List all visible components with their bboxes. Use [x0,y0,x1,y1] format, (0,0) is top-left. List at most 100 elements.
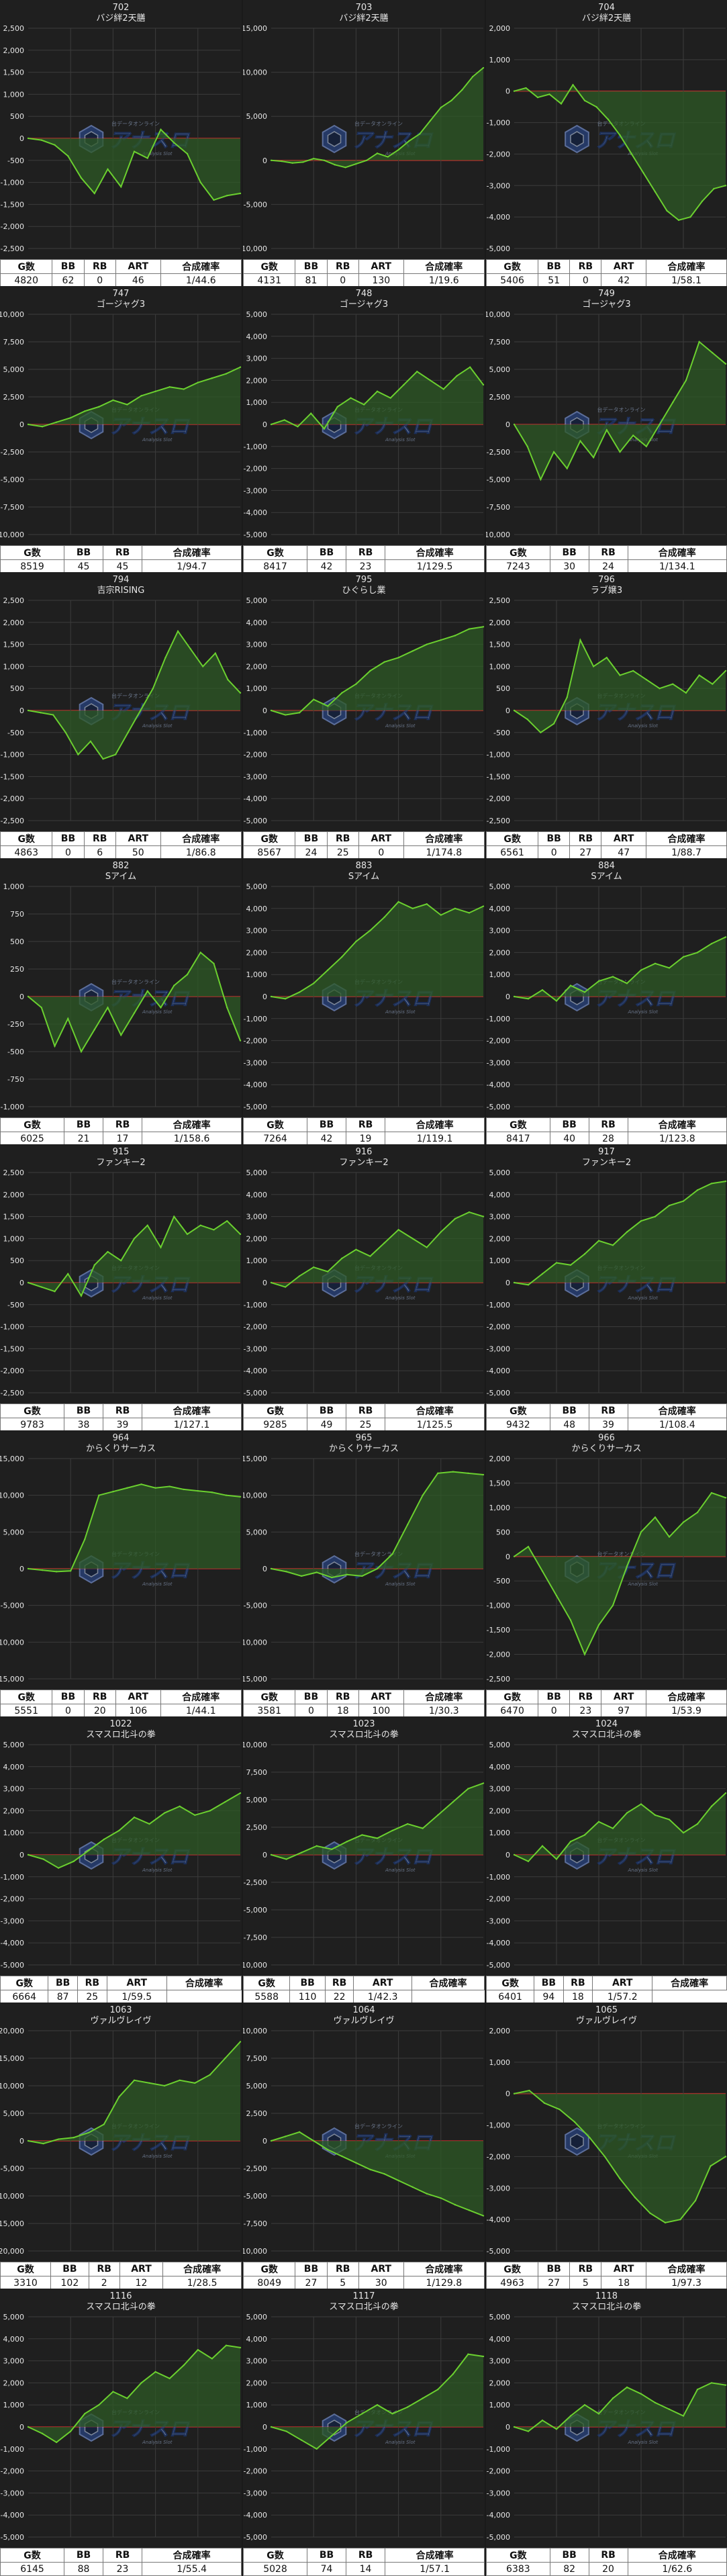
data-point [173,142,175,144]
machine-chart-917[interactable]: 917 ファンキー2 5,000 4,000 3,000 2,000 1,000 0 -1,00… [486,1144,727,1432]
data-point [603,2156,606,2158]
data-point [270,159,273,161]
machine-name: ヴァルヴレイヴ [333,2015,394,2026]
machine-chart-1118[interactable]: 1118 スマスロ北斗の拳 5,000 4,000 3,000 2,000 1,000 0 -1… [486,2289,727,2576]
data-point [239,366,242,368]
data-point [634,2197,636,2199]
data-point [513,1281,516,1284]
y-tick-label: -5,000 [487,475,510,484]
y-tick-label: 0 [262,1565,267,1573]
stats-value: 1/42.3 [353,1990,413,2004]
data-point [406,1524,409,1526]
data-point [710,1491,713,1494]
data-point [454,907,456,909]
data-point [659,688,661,690]
data-point [612,976,614,978]
data-point [163,2084,166,2087]
data-point [724,936,727,938]
machine-chart-794[interactable]: 794 吉宗RISING 2,500 2,000 1,500 1,000 500 0 -500-… [0,572,242,860]
machine-chart-883[interactable]: 883 Sアイム 5,000 4,000 3,000 2,000 1,000 0 -1,000 -… [242,858,485,1146]
y-tick-label: 4,000 [246,1191,268,1199]
data-point [724,363,727,365]
machine-chart-702[interactable]: 702 バジ絆2天膳 2,500 2,000 1,500 1,000 500 0 -500 -1,… [0,0,242,287]
y-tick-label: 500 [496,1528,510,1536]
data-point [597,1821,600,1823]
stats-header: G数 [242,1976,291,1990]
svg-text:Analysis Slot: Analysis Slot [385,1868,416,1873]
data-point [173,1215,175,1217]
stats-header: G数 [486,1117,550,1132]
y-tick-label: 1,000 [489,1256,511,1265]
y-tick-label: 2,000 [489,618,511,627]
stats-value: 12 [119,2276,164,2290]
machine-chart-1023[interactable]: 1023 スマスロ北斗の拳 10,000 7,500 5,000 2,500 0 -2,500… [242,1716,485,2004]
stats-table: G数 BB RB ART 合成確率 5551 0 20 106 1/44.1 [0,1690,242,1718]
stats-header: ART [353,1976,413,1990]
stats-table: G数 BB RB 合成確率 9432 48 39 1/108.4 [486,1404,727,1432]
stats-header: G数 [242,1404,308,1418]
svg-text:Analysis Slot: Analysis Slot [142,2440,173,2445]
y-tick-label: -4,000 [244,1080,267,1089]
y-tick-label: 2,000 [489,1455,511,1463]
data-point [548,93,550,95]
machine-chart-916[interactable]: 916 ファンキー2 5,000 4,000 3,000 2,000 1,000 0 -1,00… [242,1144,485,1432]
data-point [363,404,365,406]
stats-header: ART [358,1690,404,1704]
stats-value: 3581 [242,1704,296,1718]
machine-chart-915[interactable]: 915 ファンキー2 2,500 2,000 1,500 1,000 500 0 -500 -1,… [0,1144,242,1432]
data-point [607,118,610,121]
machine-chart-796[interactable]: 796 ラブ嬢3 2,500 2,000 1,500 1,000 500 0 -500 -1,00… [485,572,727,860]
y-tick-label: 4,000 [246,618,268,627]
stats-header: RB [326,2262,359,2276]
svg-text:Analysis Slot: Analysis Slot [142,437,173,443]
data-point [211,1491,213,1493]
data-point [513,1853,516,1856]
data-point [300,1851,303,1853]
data-point [689,216,691,218]
data-point [536,96,539,99]
machine-number: 1065 [595,2005,618,2015]
machine-chart-966[interactable]: 966 からくりサーカス 2,000 1,500 1,000 500 0 -500 -1,000… [485,1430,727,1718]
machine-chart-748[interactable]: 748 ゴージャグ3 5,000 4,000 3,000 2,000 1,000 0 -1,00… [242,286,485,573]
machine-chart-884[interactable]: 884 Sアイム 5,000 4,000 3,000 2,000 1,000 0 -1,000 -… [486,858,727,1146]
y-tick-label: 5,000 [3,2109,25,2118]
stats-header: G数 [0,2262,51,2276]
stats-value: 1/53.9 [645,1704,727,1718]
y-tick-label: 3,000 [3,1785,25,1794]
svg-text:Analysis Slot: Analysis Slot [385,2440,416,2445]
y-tick-label: -5,000 [1,2164,24,2173]
machine-chart-1116[interactable]: 1116 スマスロ北斗の拳 5,000 4,000 3,000 2,000 1,000 0 -1… [0,2289,242,2576]
machine-chart-704[interactable]: 704 バジ絆2天膳 2,000 1,000 0 -1,000 -2,000 -3,000 -4… [485,0,727,287]
stats-header: G数 [242,259,296,274]
data-point [698,674,700,676]
machine-chart-747[interactable]: 747 ゴージャグ3 10,000 7,500 5,000 2,500 0 -2,500 -5,… [0,286,242,573]
machine-chart-1063[interactable]: 1063 ヴァルヴレイヴ 20,000 15,000 10,000 5,000 0 -5,00… [0,2003,242,2290]
data-point [712,683,714,685]
machine-chart-1117[interactable]: 1117 スマスロ北斗の拳 5,000 4,000 3,000 2,000 1,000 0 -1… [242,2289,485,2576]
stats-value: 4863 [0,845,53,860]
y-tick-label: -4,000 [487,2511,510,2520]
stats-header: BB [307,1404,346,1418]
machine-chart-1022[interactable]: 1022 スマスロ北斗の拳 5,000 4,000 3,000 2,000 1,000 0 -1… [0,1716,242,2004]
machine-chart-1064[interactable]: 1064 ヴァルヴレイヴ 10,000 7,500 5,000 2,500 0 -2,500 -… [242,2003,485,2290]
machine-number: 1118 [595,2291,618,2301]
y-tick-label: 2,500 [3,24,25,33]
machine-chart-1024[interactable]: 1024 スマスロ北斗の拳 5,000 4,000 3,000 2,000 1,000 0 -1… [485,1716,727,2004]
stats-value: 18 [601,2276,646,2290]
data-point [98,406,100,408]
machine-chart-882[interactable]: 882 Sアイム 1,000 750 500 250 0 -250 -500 -750 -1,000… [0,858,242,1146]
stats-header: BB [549,1117,589,1132]
machine-chart-1065[interactable]: 1065 ヴァルヴレイヴ 2,000 1,000 0 -1,000 -2,000 -3,000… [485,2003,727,2290]
machine-chart-795[interactable]: 795 ひぐらし業 5,000 4,000 3,000 2,000 1,000 0 -1,000… [242,572,485,860]
y-tick-label: -1,500 [487,1626,510,1635]
stats-header: G数 [242,2548,308,2563]
data-point [70,416,72,419]
stats-table: G数 BB RB 合成確率 7243 30 24 1/134.1 [486,545,727,573]
machine-chart-749[interactable]: 749 ゴージャグ3 10,000 7,500 5,000 2,500 0 -2,500 -5,… [486,286,727,573]
stats-header: 合成確率 [166,1976,242,1990]
y-tick-label: 15,000 [0,2054,24,2063]
